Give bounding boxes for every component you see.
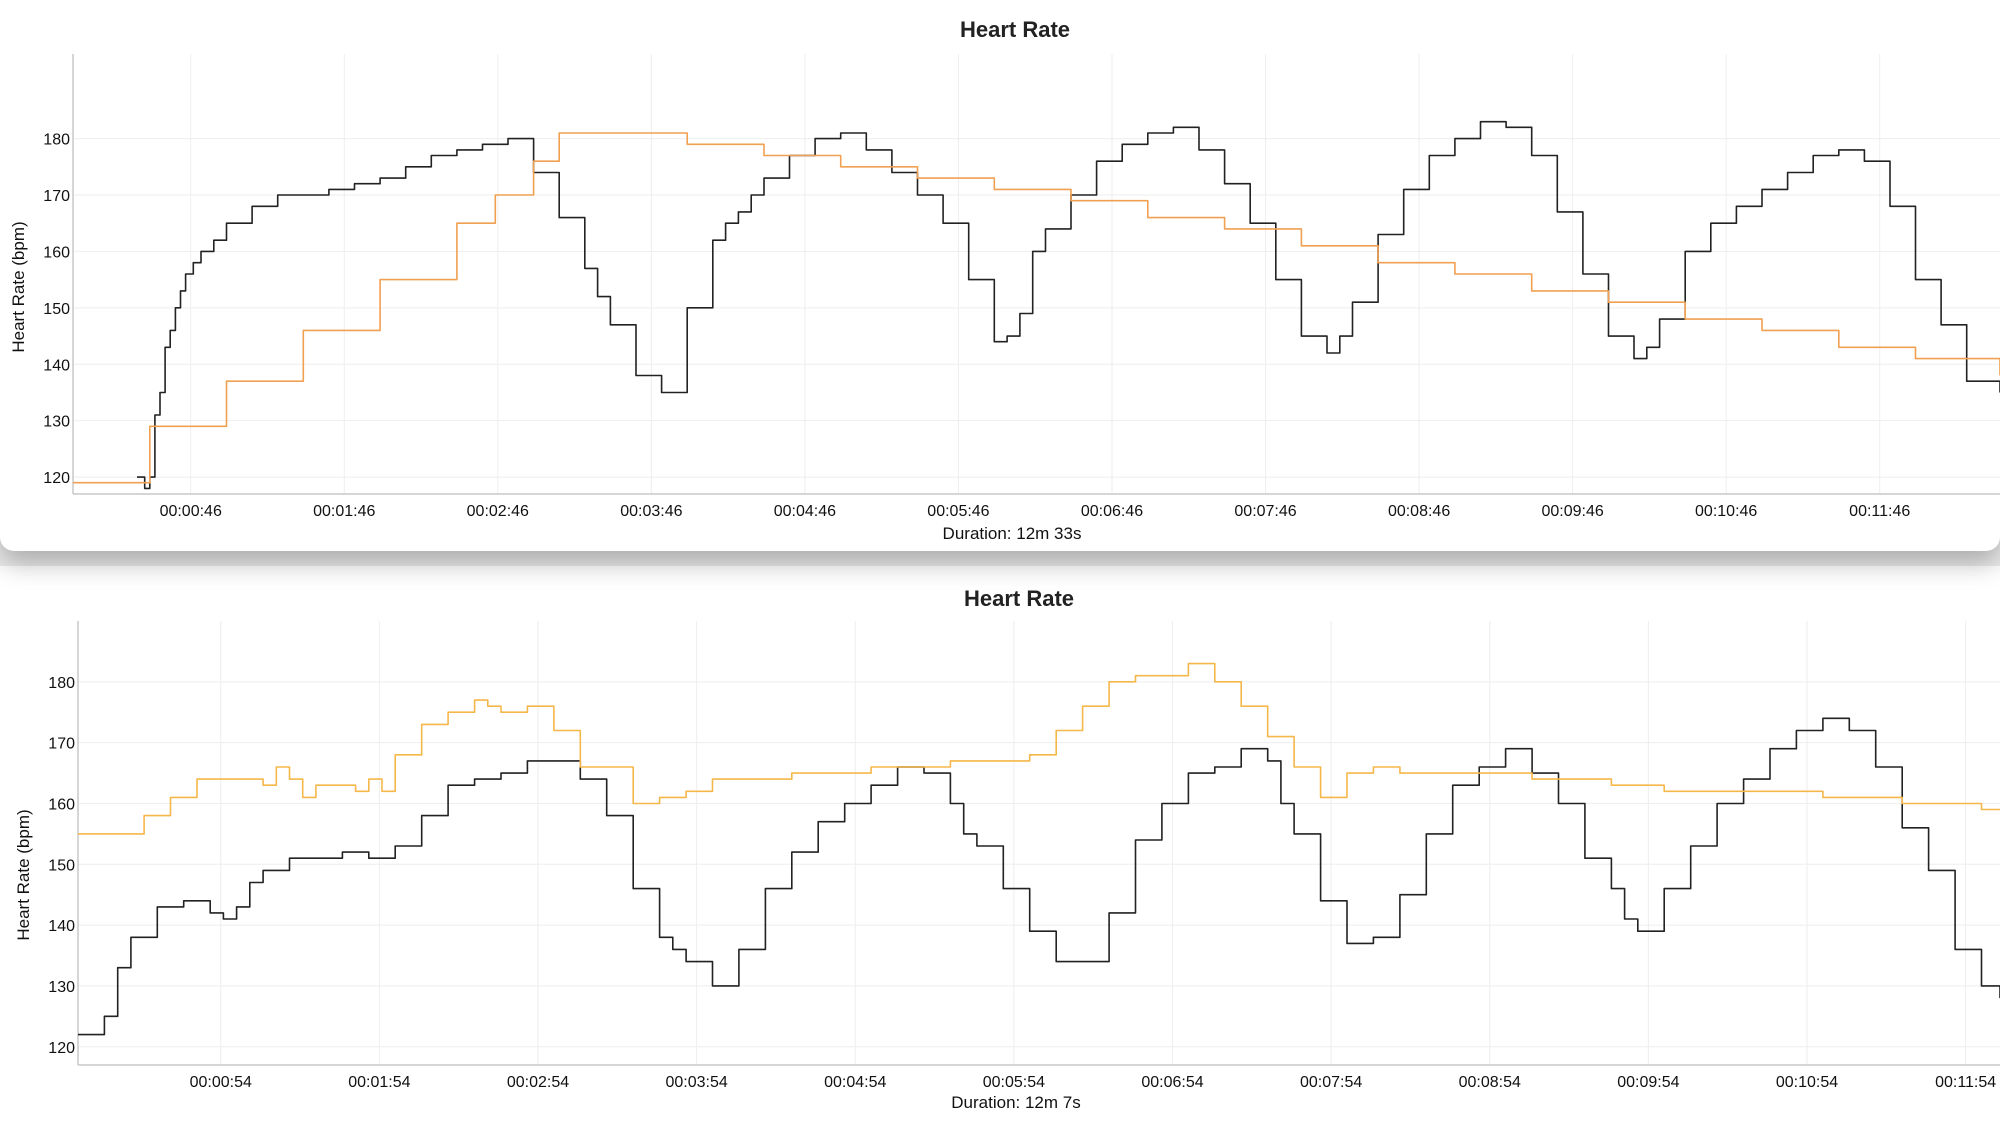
x-tick-label: 00:06:46: [1081, 503, 1143, 520]
y-tick-label: 160: [43, 244, 70, 261]
x-tick-label: 00:10:54: [1776, 1074, 1838, 1091]
x-tick-label: 00:01:46: [313, 503, 375, 520]
chart-title: Heart Rate: [960, 17, 1070, 42]
x-tick-label: 00:03:46: [620, 503, 682, 520]
x-tick-label: 00:09:46: [1541, 503, 1603, 520]
y-tick-label: 130: [43, 414, 70, 431]
heart-rate-chart-bottom: 120 130 140 150 160 170 180 00:00:54 00:01:54 00:…: [14, 586, 2000, 1112]
y-tick-label: 130: [48, 979, 75, 996]
y-tick-label: 170: [48, 736, 75, 753]
x-tick-label: 00:05:46: [927, 503, 989, 520]
x-tick-label: 00:10:46: [1695, 503, 1757, 520]
y-tick-label: 120: [48, 1040, 75, 1057]
heart-rate-panel-top: 120 130 140 150 160 170 180 00:00:46 00:01:46 00:…: [0, 0, 2000, 551]
series-line-1: [78, 717, 2000, 1036]
series-line-2: [73, 132, 2000, 484]
x-tick-label: 00:07:46: [1234, 503, 1296, 520]
y-tick-label: 180: [43, 132, 70, 149]
x-tick-label: 00:09:54: [1617, 1074, 1679, 1091]
x-tick-label: 00:02:54: [507, 1074, 569, 1091]
x-tick-label: 00:11:46: [1849, 503, 1910, 520]
y-axis-label: Heart Rate (bpm): [14, 809, 33, 940]
series-line-1: [137, 120, 2000, 490]
y-tick-label: 150: [48, 857, 75, 874]
x-tick-label: 00:01:54: [348, 1074, 410, 1091]
y-tick-label: 140: [43, 357, 70, 374]
x-tick-label: 00:05:54: [983, 1074, 1045, 1091]
x-tick-label: 00:03:54: [665, 1074, 727, 1091]
x-tick-label: 00:08:46: [1388, 503, 1450, 520]
x-tick-label: 00:06:54: [1141, 1074, 1203, 1091]
y-tick-label: 160: [48, 796, 75, 813]
x-tick-label: 00:00:54: [190, 1074, 252, 1091]
x-tick-label: 00:04:46: [774, 503, 836, 520]
heart-rate-panel-bottom: 120 130 140 150 160 170 180 00:00:54 00:01:54 00:…: [0, 566, 2000, 1125]
y-tick-label: 150: [43, 301, 70, 318]
x-tick-label: 00:04:54: [824, 1074, 886, 1091]
x-tick-label: 00:02:46: [467, 503, 529, 520]
y-tick-label: 120: [43, 470, 70, 487]
y-axis-label: Heart Rate (bpm): [9, 221, 28, 352]
y-tick-label: 170: [43, 188, 70, 205]
x-axis-label: Duration: 12m 7s: [951, 1093, 1080, 1112]
y-tick-label: 140: [48, 918, 75, 935]
y-tick-label: 180: [48, 675, 75, 692]
x-axis-label: Duration: 12m 33s: [943, 524, 1082, 543]
x-tick-label: 00:11:54: [1935, 1074, 1996, 1091]
x-tick-label: 00:08:54: [1459, 1074, 1521, 1091]
x-tick-label: 00:00:46: [160, 503, 222, 520]
series-line-2: [78, 662, 2000, 835]
x-tick-label: 00:07:54: [1300, 1074, 1362, 1091]
heart-rate-chart-top: 120 130 140 150 160 170 180 00:00:46 00:01:46 00:…: [9, 17, 2000, 543]
chart-title: Heart Rate: [964, 586, 1074, 611]
